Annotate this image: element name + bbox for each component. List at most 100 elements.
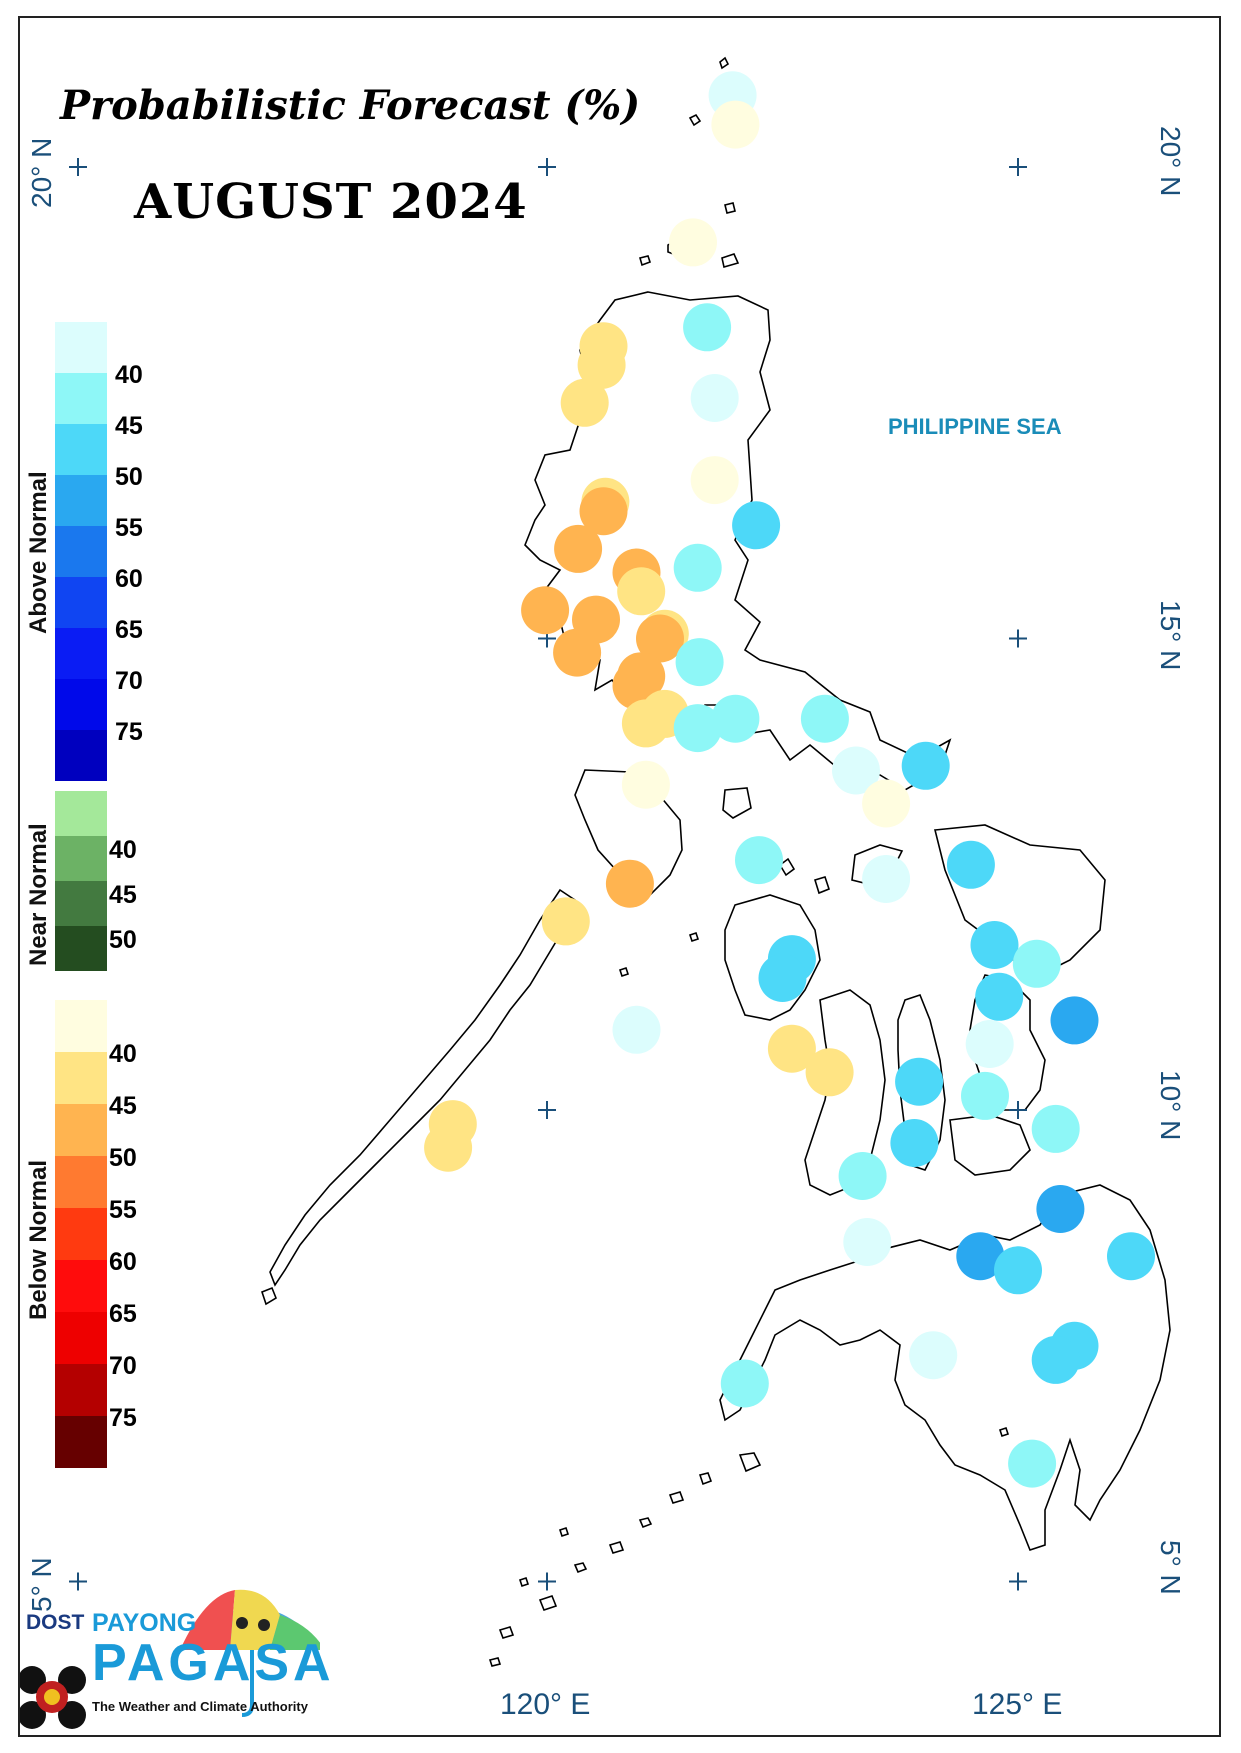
legend-swatch	[55, 577, 107, 628]
station-marker-above	[1107, 1232, 1155, 1281]
station-marker-above	[843, 1218, 892, 1266]
legend-swatch	[55, 1416, 107, 1468]
umbrella-icon	[20, 1589, 320, 1729]
legend-tick-label: 65	[115, 616, 143, 644]
graticule-cross	[1009, 158, 1027, 176]
graticule-cross	[1009, 629, 1027, 648]
graticule-cross	[1009, 1101, 1027, 1119]
legend-swatch	[55, 424, 107, 475]
graticule-cross	[538, 1572, 556, 1591]
lat-label-20-left: 20° N	[26, 137, 57, 208]
graticule-cross	[538, 158, 556, 176]
station-marker-above	[612, 1005, 661, 1054]
station-marker-above	[1031, 1335, 1080, 1384]
station-marker-below	[553, 628, 602, 677]
legend-below-normal: Below Normal 40 45 50 55 60 65 70 75	[25, 1000, 175, 1468]
legend-tick-label: 45	[109, 1092, 137, 1120]
station-marker-below	[560, 378, 609, 427]
legend-tick-label: 40	[109, 1040, 137, 1068]
map-title: Probabilistic Forecast (%)	[60, 82, 641, 129]
legend-above-title: Above Normal	[25, 471, 52, 634]
legend-near-title: Near Normal	[25, 823, 52, 966]
lon-label-125: 125° E	[972, 1688, 1063, 1721]
station-marker-below	[541, 897, 590, 946]
legend-swatch	[55, 1364, 107, 1416]
station-marker-above	[890, 1119, 939, 1167]
station-marker-below	[669, 218, 717, 267]
legend-tick-label: 75	[109, 1404, 137, 1432]
station-marker-above	[1050, 996, 1099, 1045]
legend-tick-label: 40	[109, 836, 137, 864]
station-marker-above	[961, 1071, 1009, 1120]
station-marker-below	[805, 1048, 854, 1097]
dost-label: DOST	[26, 1611, 85, 1634]
station-marker-above	[683, 303, 732, 352]
station-marker-above	[965, 1020, 1014, 1068]
station-markers	[424, 71, 1155, 1488]
station-marker-below	[521, 586, 570, 635]
station-marker-above	[1031, 1104, 1080, 1153]
graticule-crosses	[69, 158, 1027, 1591]
legend-swatch	[55, 1208, 107, 1260]
graticule-cross	[538, 1101, 556, 1119]
lat-label-20-right: 20° N	[1155, 126, 1186, 197]
legend-swatch	[55, 730, 107, 781]
legend-swatch	[55, 1104, 107, 1156]
station-marker-above	[673, 543, 722, 592]
legend-tick-label: 50	[109, 1144, 137, 1172]
station-marker-above	[975, 972, 1024, 1021]
pagasa-logo: DOST PAYONG PAGASA The Weather and Clima…	[20, 1575, 331, 1735]
station-marker-below	[862, 779, 911, 828]
legend-tick-label: 65	[109, 1300, 137, 1328]
legend-swatch	[55, 1156, 107, 1208]
station-marker-above	[838, 1152, 887, 1200]
legend-swatch	[55, 791, 107, 836]
station-marker-above	[1008, 1439, 1057, 1488]
map-frame	[18, 16, 1221, 1737]
legend-swatch	[55, 1312, 107, 1364]
station-marker-above	[970, 921, 1019, 969]
legend-tick-label: 55	[115, 514, 143, 542]
legend-swatch	[55, 679, 107, 730]
legend-swatch	[55, 1052, 107, 1104]
station-marker-above	[994, 1246, 1042, 1295]
pagasa-wordmark: PAGASA	[92, 1634, 335, 1692]
station-marker-below	[621, 760, 670, 809]
station-marker-below	[767, 1024, 816, 1073]
lat-label-15-right: 15° N	[1155, 600, 1186, 671]
legend-tick-label: 75	[115, 718, 143, 746]
legend-tick-label: 50	[115, 463, 143, 491]
legend-swatch	[55, 475, 107, 526]
lat-label-10-right: 10° N	[1155, 1070, 1186, 1141]
payong-label: PAYONG	[92, 1609, 197, 1637]
station-marker-below	[711, 100, 760, 149]
station-marker-above	[690, 374, 739, 422]
station-marker-above	[862, 855, 911, 903]
pagasa-tagline: The Weather and Climate Authority	[92, 1699, 308, 1714]
station-marker-above	[673, 704, 722, 753]
station-marker-above	[956, 1232, 1005, 1281]
legend-above-normal: Above Normal 40 45 50 55 60 65 70 75	[25, 322, 175, 782]
station-marker-below	[577, 341, 626, 389]
legend-tick-label: 40	[115, 361, 143, 389]
legend-swatch	[55, 1260, 107, 1312]
legend-near-normal: Near Normal 40 45 50	[25, 791, 175, 991]
legend-swatch	[55, 836, 107, 881]
station-marker-below	[579, 487, 628, 536]
station-marker-above	[758, 954, 807, 1002]
station-marker-above	[1036, 1185, 1085, 1233]
station-marker-above	[732, 501, 781, 550]
station-marker-above	[895, 1057, 944, 1106]
station-marker-below	[636, 614, 684, 663]
legend-tick-label: 45	[115, 412, 143, 440]
legend-tick-label: 70	[109, 1352, 137, 1380]
station-marker-below	[690, 456, 739, 505]
legend-tick-label: 70	[115, 667, 143, 695]
station-marker-above	[946, 840, 995, 889]
legend-below-title: Below Normal	[25, 1159, 52, 1320]
station-marker-above	[711, 694, 760, 743]
station-marker-above	[832, 746, 880, 795]
legend-swatch	[55, 373, 107, 424]
legend-swatch	[55, 881, 107, 926]
legend-tick-label: 60	[115, 565, 143, 593]
